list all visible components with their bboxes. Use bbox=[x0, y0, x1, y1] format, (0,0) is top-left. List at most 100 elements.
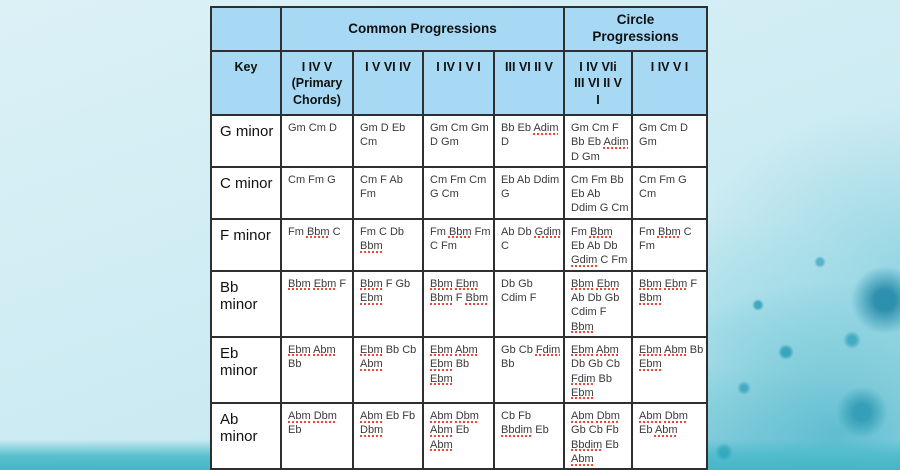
chord-token-misspelled: Abm bbox=[430, 438, 453, 451]
chord-token: Db bbox=[603, 240, 618, 253]
chord-cell: Bb Eb Adim D bbox=[492, 114, 566, 168]
chord-token: Gm bbox=[571, 122, 589, 134]
chord-token-misspelled: Bbm bbox=[288, 277, 311, 290]
chord-token-misspelled: Bbm bbox=[360, 277, 383, 290]
chord-token-misspelled: Abm bbox=[288, 410, 311, 423]
chord-token-misspelled: Dbm bbox=[596, 410, 620, 423]
chord-token: Eb bbox=[639, 424, 653, 437]
chord-token: Eb bbox=[391, 122, 406, 134]
chord-token-misspelled: Bbdim bbox=[571, 438, 603, 451]
chord-cell: Ab Db Gdim C bbox=[492, 217, 566, 272]
chord-token-misspelled: Bbm bbox=[306, 225, 330, 238]
chord-token: Cm bbox=[591, 122, 609, 134]
progression-column-header: I IV V (Primary Chords) bbox=[280, 50, 354, 116]
chord-token: Cm bbox=[308, 122, 326, 134]
chord-token-misspelled: Dbm bbox=[313, 410, 337, 423]
chord-token: Gb bbox=[588, 358, 603, 371]
chord-token: G bbox=[327, 173, 336, 186]
table-row: C minor Cm Fm G Cm F Ab Fm Cm Fm Cm G Cm Eb … bbox=[210, 165, 709, 220]
chord-token: Cm bbox=[288, 173, 306, 186]
chord-token-misspelled: Abm bbox=[654, 424, 678, 437]
chord-token: Cb bbox=[402, 343, 417, 356]
chord-token-misspelled: Ebm bbox=[430, 358, 453, 371]
chord-token: G bbox=[599, 202, 609, 215]
chord-token: C bbox=[683, 225, 692, 238]
chord-token: Bb bbox=[501, 122, 515, 134]
column-header-row: Key I IV V (Primary Chords) I V VI IV I IV … bbox=[210, 50, 709, 116]
chord-token: Fm bbox=[430, 225, 446, 238]
chord-cell: Gm Cm D Gm bbox=[631, 114, 709, 168]
chord-cell: Bbm Ebm F Bbm bbox=[631, 269, 709, 338]
circle-progressions-header: Circle Progressions bbox=[563, 6, 709, 52]
chord-token: F bbox=[690, 277, 698, 290]
chord-token-misspelled: Abm bbox=[430, 410, 453, 423]
chord-token-misspelled: Dbm bbox=[360, 424, 384, 437]
chord-cell: Bbm Ebm F bbox=[280, 269, 354, 338]
chord-token: D bbox=[680, 122, 688, 134]
chord-token: Eb bbox=[455, 424, 470, 437]
key-cell: Eb minor bbox=[210, 335, 282, 405]
chord-token: Bb bbox=[288, 358, 302, 371]
chord-cell: Bbm F Gb Ebm bbox=[352, 269, 424, 338]
common-progressions-header: Common Progressions bbox=[279, 6, 566, 52]
chord-token: Cm bbox=[659, 122, 677, 134]
chord-token-misspelled: Abm bbox=[455, 343, 478, 356]
chord-token: Db bbox=[517, 225, 532, 238]
chord-token: Cm bbox=[441, 188, 459, 201]
chord-token-misspelled: Fdim bbox=[571, 372, 596, 385]
chord-token-misspelled: Ebm bbox=[639, 358, 662, 371]
chord-token-misspelled: Adim bbox=[533, 122, 559, 134]
chord-token: F bbox=[385, 277, 393, 290]
chord-cell: Gb Cb Fdim Bb bbox=[492, 335, 566, 405]
chord-cell: Fm Bbm Fm C Fm bbox=[422, 217, 495, 272]
chord-token: Cm bbox=[469, 173, 487, 186]
chord-token: Eb bbox=[535, 424, 549, 437]
chord-token: Fb bbox=[605, 424, 619, 437]
chord-token: C bbox=[600, 254, 609, 267]
corner-cell bbox=[210, 6, 282, 52]
key-cell: Bb minor bbox=[210, 269, 282, 338]
chord-token: Db bbox=[571, 358, 586, 371]
chord-cell: Fm Bbm Eb Ab Db Gdim C Fm bbox=[563, 217, 634, 272]
chord-cell: Fm Bbm C bbox=[280, 217, 354, 272]
chord-token: Bb bbox=[501, 358, 515, 371]
chord-cell: Ebm Bb Cb Abm bbox=[352, 335, 424, 405]
chord-token: Gm bbox=[288, 122, 306, 134]
chord-cell: Ebm Abm Ebm Bb Ebm bbox=[422, 335, 495, 405]
chord-cell: Cm F Ab Fm bbox=[352, 165, 424, 220]
chord-token-misspelled: Ebm bbox=[596, 277, 620, 290]
chord-cell: Ebm Abm Bb bbox=[280, 335, 354, 405]
chord-token: Bb bbox=[385, 343, 400, 356]
table-row: Ab minor Abm Dbm Eb Abm Eb Fb Dbm Abm Dbm A… bbox=[210, 402, 709, 470]
chord-token: Fm bbox=[441, 240, 457, 253]
chord-token: Gm bbox=[639, 136, 657, 149]
chord-token-misspelled: Bbdim bbox=[501, 424, 533, 437]
chord-token: G bbox=[430, 188, 439, 201]
key-cell: F minor bbox=[210, 217, 282, 272]
chord-token-misspelled: Bbm bbox=[430, 277, 453, 290]
chord-token: Cm bbox=[639, 173, 657, 186]
chord-token: Cb bbox=[605, 358, 620, 371]
chord-token-misspelled: Ebm bbox=[664, 277, 688, 290]
chord-token: Gm bbox=[430, 122, 448, 134]
chord-cell: Cm Fm G bbox=[280, 165, 354, 220]
key-cell: C minor bbox=[210, 165, 282, 220]
chord-token: Cb bbox=[518, 343, 533, 356]
chord-token: F bbox=[529, 292, 537, 305]
chord-token-misspelled: Bbm bbox=[657, 225, 681, 238]
chord-cell: Cb Fb Bbdim Eb bbox=[492, 402, 566, 470]
chord-cell: Gm D Eb Cm bbox=[352, 114, 424, 168]
chord-token: Fm bbox=[611, 254, 628, 267]
table-row: Eb minor Ebm Abm Bb Ebm Bb Cb Abm Ebm Abm E… bbox=[210, 335, 709, 405]
chord-token-misspelled: Abm bbox=[596, 343, 619, 356]
chord-cell: Db Gb Cdim F bbox=[492, 269, 566, 338]
progression-column-header: I V VI IV bbox=[352, 50, 424, 116]
progression-column-header: I IV V I bbox=[631, 50, 709, 116]
chord-token-misspelled: Ebm bbox=[360, 292, 383, 305]
chord-token: C bbox=[332, 225, 341, 238]
chord-cell: Abm Dbm Eb Abm bbox=[631, 402, 709, 470]
chord-cell: Abm Eb Fb Dbm bbox=[352, 402, 424, 470]
chord-token: Ab bbox=[389, 173, 403, 186]
chord-token: Ddim bbox=[533, 173, 560, 186]
progression-column-header: I IV I V I bbox=[422, 50, 495, 116]
